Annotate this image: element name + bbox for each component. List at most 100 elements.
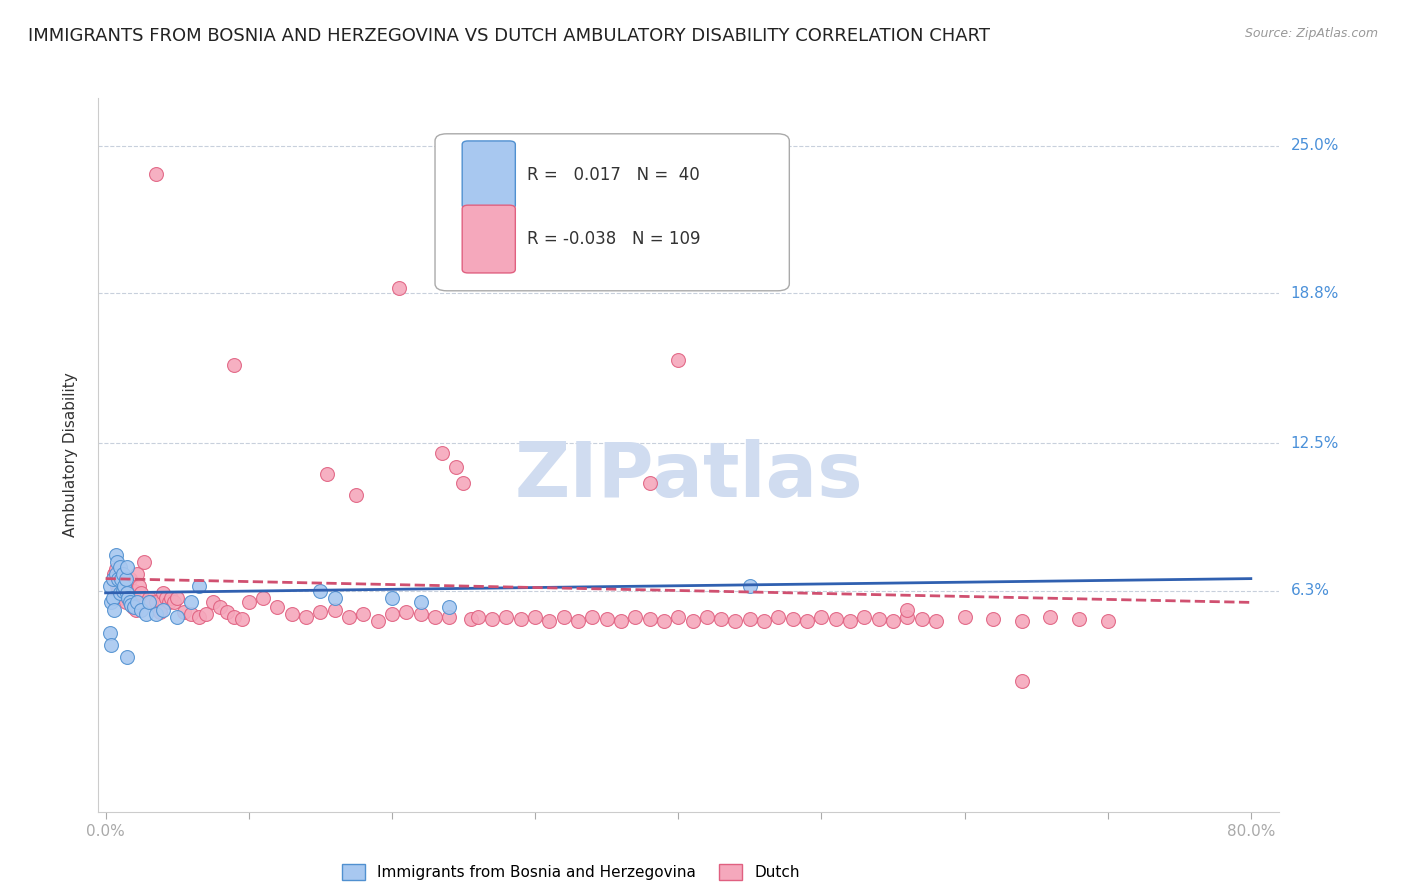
Point bbox=[316, 467, 339, 481]
Point bbox=[710, 612, 733, 626]
Point bbox=[581, 609, 603, 624]
Point bbox=[437, 609, 460, 624]
Point bbox=[824, 612, 846, 626]
Point bbox=[1011, 673, 1033, 688]
Point bbox=[567, 615, 589, 629]
Point bbox=[122, 600, 145, 615]
Point bbox=[152, 586, 174, 600]
Point bbox=[108, 586, 131, 600]
Point bbox=[120, 595, 142, 609]
Point bbox=[381, 591, 404, 605]
Point bbox=[135, 607, 157, 622]
FancyBboxPatch shape bbox=[434, 134, 789, 291]
Point bbox=[409, 607, 432, 622]
Point bbox=[112, 579, 135, 593]
Point bbox=[117, 591, 139, 605]
Point bbox=[104, 566, 127, 581]
Point bbox=[166, 609, 188, 624]
Point bbox=[467, 609, 489, 624]
Point bbox=[953, 609, 976, 624]
Point bbox=[114, 572, 136, 586]
Point bbox=[108, 566, 131, 581]
Point bbox=[155, 591, 177, 605]
Text: R =   0.017   N =  40: R = 0.017 N = 40 bbox=[527, 166, 700, 184]
Point bbox=[810, 609, 832, 624]
Point bbox=[112, 591, 135, 605]
Point bbox=[101, 572, 124, 586]
Point bbox=[98, 626, 121, 640]
Point bbox=[131, 602, 153, 616]
Point bbox=[752, 615, 775, 629]
Point bbox=[128, 579, 150, 593]
Point bbox=[110, 586, 132, 600]
Point bbox=[180, 607, 202, 622]
Point bbox=[104, 548, 127, 562]
Point bbox=[122, 583, 145, 598]
Point bbox=[738, 579, 761, 593]
Text: Source: ZipAtlas.com: Source: ZipAtlas.com bbox=[1244, 27, 1378, 40]
Point bbox=[101, 591, 124, 605]
Point bbox=[446, 459, 468, 474]
Point bbox=[224, 609, 246, 624]
Point bbox=[173, 605, 195, 619]
Point bbox=[103, 566, 125, 581]
Text: R = -0.038   N = 109: R = -0.038 N = 109 bbox=[527, 230, 700, 248]
Point bbox=[409, 595, 432, 609]
Point bbox=[352, 607, 374, 622]
Point bbox=[105, 579, 128, 593]
Point bbox=[638, 476, 661, 491]
Point bbox=[1039, 609, 1062, 624]
Legend: Immigrants from Bosnia and Herzegovina, Dutch: Immigrants from Bosnia and Herzegovina, … bbox=[336, 858, 806, 886]
Point bbox=[395, 605, 418, 619]
Point bbox=[117, 591, 139, 605]
Point bbox=[381, 607, 404, 622]
Point bbox=[1097, 615, 1119, 629]
Point bbox=[125, 566, 148, 581]
Point bbox=[217, 605, 239, 619]
Point bbox=[145, 167, 167, 181]
Point bbox=[111, 566, 134, 581]
Point bbox=[682, 615, 704, 629]
Point bbox=[166, 591, 188, 605]
Point bbox=[1011, 615, 1033, 629]
Point bbox=[121, 600, 143, 615]
Point bbox=[108, 559, 131, 574]
Text: ZIPatlas: ZIPatlas bbox=[515, 440, 863, 513]
Point bbox=[138, 591, 160, 605]
Point bbox=[910, 612, 932, 626]
Point bbox=[124, 602, 146, 616]
Point bbox=[149, 605, 172, 619]
Point bbox=[896, 609, 918, 624]
Point bbox=[120, 598, 142, 612]
Point bbox=[134, 555, 156, 569]
Point bbox=[724, 615, 747, 629]
Point bbox=[118, 572, 141, 586]
Point bbox=[138, 595, 160, 609]
Point bbox=[111, 579, 134, 593]
Point bbox=[100, 595, 122, 609]
Text: 18.8%: 18.8% bbox=[1291, 285, 1339, 301]
Point bbox=[209, 600, 232, 615]
Point bbox=[882, 615, 904, 629]
Point bbox=[187, 579, 209, 593]
Point bbox=[145, 607, 167, 622]
Point bbox=[868, 612, 890, 626]
Y-axis label: Ambulatory Disability: Ambulatory Disability bbox=[63, 373, 77, 537]
Point bbox=[180, 595, 202, 609]
Point bbox=[610, 615, 633, 629]
Point bbox=[323, 591, 346, 605]
Point bbox=[453, 476, 475, 491]
Point bbox=[981, 612, 1004, 626]
Point bbox=[118, 595, 141, 609]
Text: 25.0%: 25.0% bbox=[1291, 138, 1339, 153]
Point bbox=[115, 586, 138, 600]
Point bbox=[388, 281, 411, 295]
Point bbox=[460, 612, 482, 626]
Point bbox=[111, 583, 134, 598]
Point bbox=[337, 609, 360, 624]
Point bbox=[100, 638, 122, 652]
Text: 6.3%: 6.3% bbox=[1291, 583, 1330, 598]
Point bbox=[309, 605, 332, 619]
Text: IMMIGRANTS FROM BOSNIA AND HERZEGOVINA VS DUTCH AMBULATORY DISABILITY CORRELATIO: IMMIGRANTS FROM BOSNIA AND HERZEGOVINA V… bbox=[28, 27, 990, 45]
Point bbox=[187, 609, 209, 624]
